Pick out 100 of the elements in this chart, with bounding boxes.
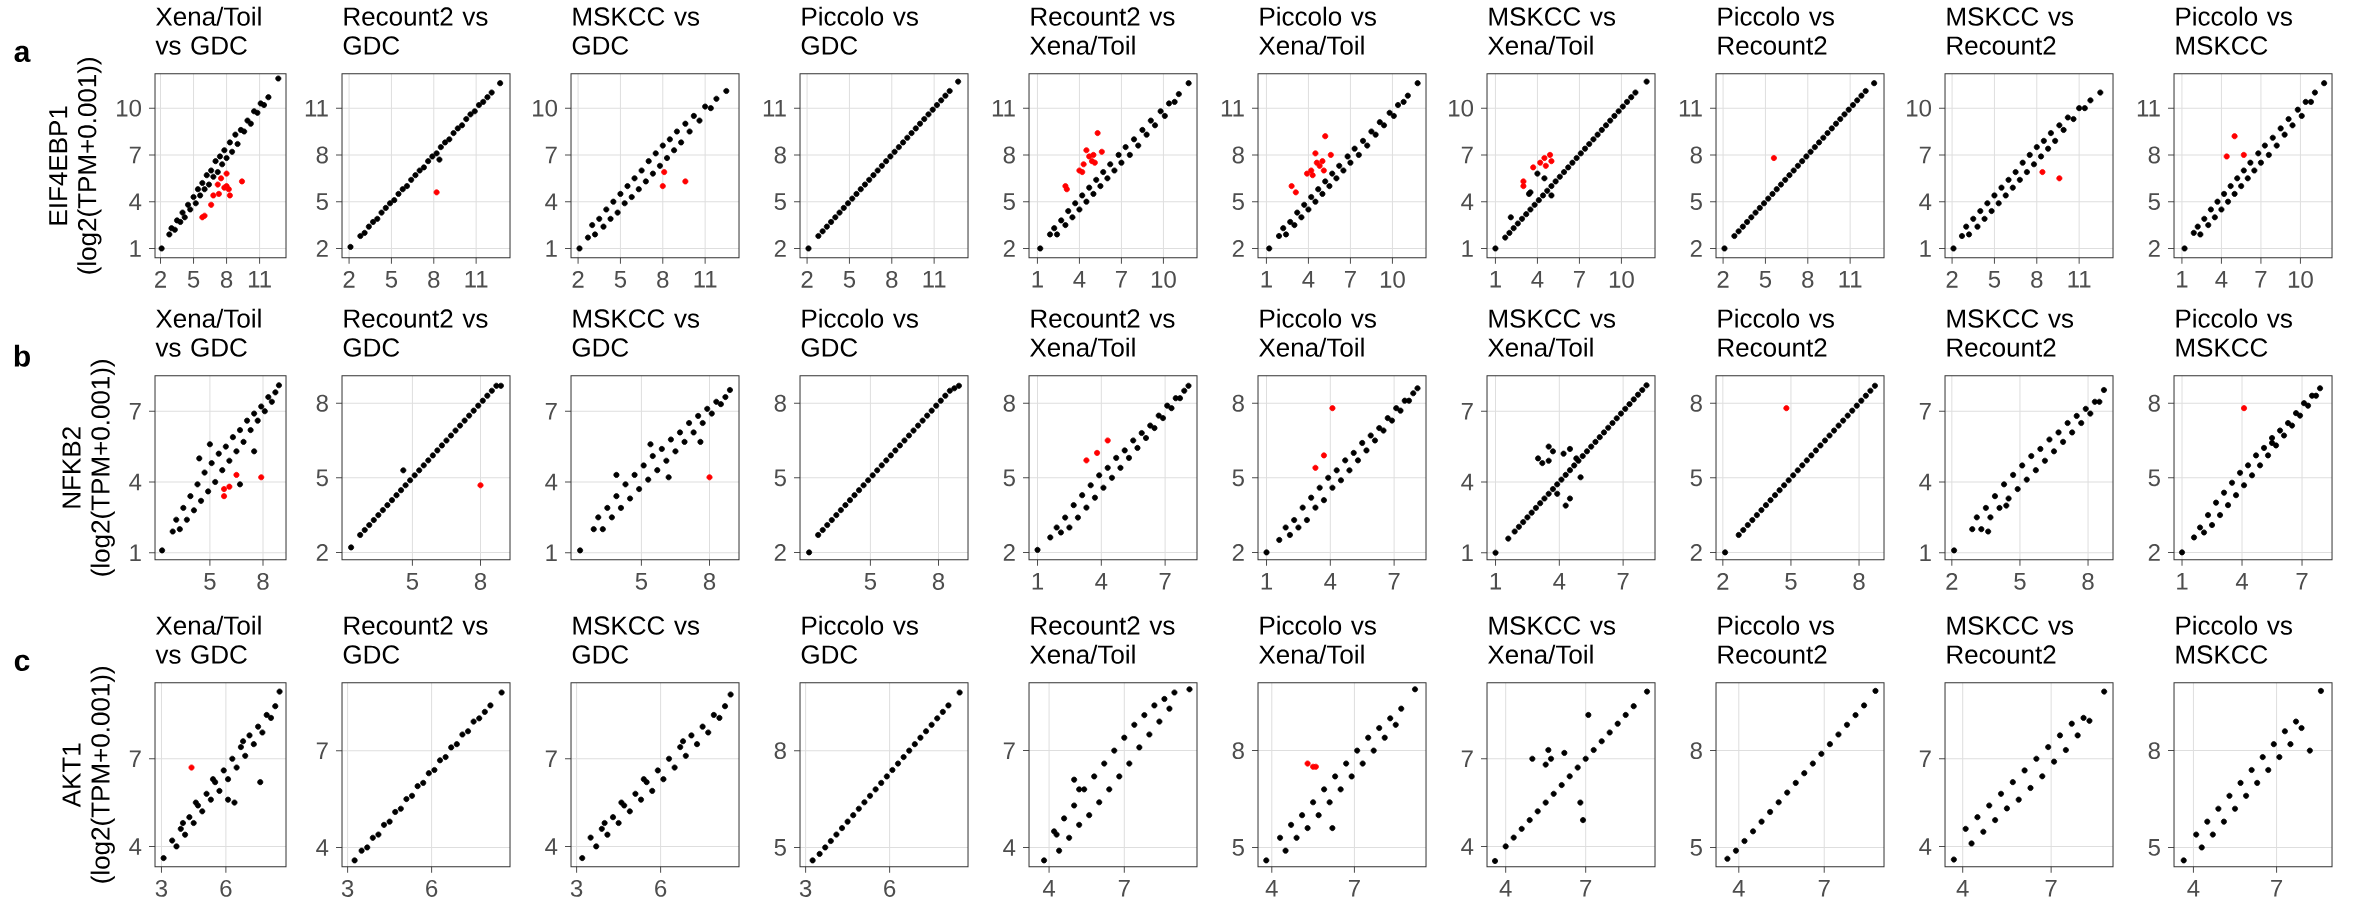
chart-title: Piccolo vs Xena/Toil — [1259, 615, 1376, 664]
y-tick-label: 2 — [1690, 240, 1702, 258]
x-tick-label: 7 — [1115, 271, 1127, 288]
y-tick-label: 5 — [1690, 839, 1702, 857]
y-tick-label: 4 — [1919, 838, 1932, 855]
y-tick-label: 1 — [130, 544, 141, 562]
x-tick-label: 5 — [1759, 271, 1772, 288]
y-tick-label: 5 — [2148, 839, 2160, 857]
x-tick-label: 2 — [801, 271, 813, 288]
chart-title: MSKCC vs Recount2 — [1947, 616, 2074, 664]
y-tick-label: 5 — [2148, 469, 2160, 487]
y-tick-label: 10 — [1907, 99, 1932, 117]
chart-title: Piccolo vs Recount2 — [1718, 615, 1834, 664]
y-tick-label: 8 — [1003, 146, 1015, 164]
x-tick-label: 8 — [257, 573, 269, 591]
y-tick-label: 7 — [1461, 146, 1473, 164]
chart-title: Xena/Toil vs GDC — [155, 308, 261, 357]
chart-title: Piccolo vs GDC — [801, 6, 918, 55]
x-tick-label: 4 — [2235, 573, 2248, 590]
y-tick-label: 4 — [1461, 473, 1474, 491]
x-tick-label: 8 — [474, 573, 487, 591]
x-tick-label: 7 — [1617, 573, 1629, 590]
chart-title: Recount2 vs GDC — [343, 7, 488, 55]
y-tick-label: 4 — [1919, 193, 1932, 211]
y-tick-label: 8 — [774, 146, 786, 164]
x-tick-label: 7 — [1388, 573, 1400, 590]
y-tick-label: 7 — [316, 742, 328, 760]
y-tick-label: 8 — [774, 394, 786, 412]
x-tick-label: 5 — [1988, 271, 2001, 288]
y-tick-label: 11 — [1221, 100, 1244, 117]
chart-title: Piccolo vs MSKCC — [2176, 308, 2292, 357]
y-tick-label: 8 — [316, 394, 328, 412]
y-tick-label: 2 — [1003, 544, 1015, 561]
x-tick-label: 1 — [1032, 573, 1044, 590]
chart-title: Recount2 vs GDC — [343, 616, 488, 664]
x-tick-label: 5 — [385, 271, 398, 288]
y-tick-label: 2 — [316, 544, 328, 561]
x-tick-label: 2 — [1717, 573, 1729, 590]
y-tick-label: 7 — [129, 750, 141, 768]
y-tick-label: 5 — [774, 839, 786, 857]
x-tick-label: 10 — [1151, 271, 1176, 289]
y-tick-label: 4 — [316, 839, 329, 856]
y-tick-label: 1 — [1462, 240, 1473, 257]
x-tick-label: 1 — [1261, 271, 1272, 288]
y-tick-label: 5 — [2148, 193, 2160, 211]
text: a — [14, 45, 31, 63]
text: b — [14, 345, 30, 368]
x-tick-label: 10 — [1609, 271, 1634, 289]
chart-title: Piccolo vs Xena/Toil — [1259, 6, 1376, 55]
y-tick-label: 4 — [545, 193, 558, 211]
x-tick-label: 11 — [694, 271, 717, 288]
chart-title: Piccolo vs Recount2 — [1718, 6, 1834, 55]
x-tick-label: 3 — [155, 880, 168, 898]
y-tick-label: 2 — [1232, 240, 1244, 258]
x-tick-label: 2 — [343, 271, 355, 288]
x-tick-label: 3 — [341, 880, 354, 898]
x-tick-label: 8 — [657, 271, 669, 289]
x-tick-label: 6 — [220, 880, 232, 898]
y-tick-label: 4 — [129, 193, 142, 211]
y-tick-label: 7 — [1919, 146, 1931, 164]
y-tick-label: 5 — [1232, 193, 1244, 211]
x-tick-label: 11 — [2068, 271, 2091, 288]
x-tick-label: 5 — [1785, 573, 1797, 590]
chart-title: Piccolo vs GDC — [801, 615, 918, 664]
y-tick-label: 11 — [992, 100, 1015, 117]
y-tick-label: 1 — [1920, 544, 1931, 562]
x-tick-label: 4 — [1073, 271, 1086, 288]
y-tick-label: 2 — [774, 240, 786, 258]
x-tick-label: 7 — [1573, 271, 1585, 288]
y-tick-label: 2 — [2148, 544, 2160, 561]
y-tick-label: 7 — [545, 403, 557, 420]
y-tick-label: 1 — [1920, 240, 1931, 257]
x-tick-label: 4 — [2215, 271, 2228, 288]
x-tick-label: 6 — [884, 880, 896, 898]
x-tick-label: 11 — [1839, 271, 1862, 288]
x-tick-label: 4 — [1531, 271, 1544, 288]
x-tick-label: 11 — [248, 271, 271, 288]
chart-title: MSKCC vs Recount2 — [1947, 7, 2074, 55]
x-tick-label: 7 — [1580, 880, 1592, 897]
y-tick-label: 4 — [129, 473, 142, 491]
y-tick-label: 4 — [1461, 838, 1474, 855]
x-tick-label: 8 — [2082, 573, 2094, 591]
chart-title: Piccolo vs MSKCC — [2176, 615, 2292, 664]
y-tick-label: 8 — [2148, 742, 2160, 760]
x-tick-label: 4 — [1265, 880, 1278, 897]
x-tick-label: 4 — [1499, 880, 1512, 897]
x-tick-label: 7 — [2045, 880, 2057, 897]
chart-title: Recount2 vs GDC — [343, 309, 488, 357]
x-tick-label: 7 — [2271, 880, 2283, 897]
y-tick-label: 5 — [316, 469, 328, 487]
y-tick-label: 4 — [1461, 193, 1474, 211]
x-tick-label: 11 — [465, 271, 488, 288]
y-tick-label: 5 — [1232, 839, 1244, 857]
chart-title: Recount2 vs Xena/Toil — [1030, 309, 1175, 357]
x-tick-label: 6 — [655, 880, 667, 898]
y-tick-label: 8 — [316, 146, 328, 164]
chart-title: MSKCC vs Xena/Toil — [1488, 616, 1616, 664]
x-tick-label: 10 — [1380, 271, 1405, 289]
x-tick-label: 4 — [1095, 573, 1108, 590]
chart-title: Piccolo vs GDC — [801, 308, 918, 357]
